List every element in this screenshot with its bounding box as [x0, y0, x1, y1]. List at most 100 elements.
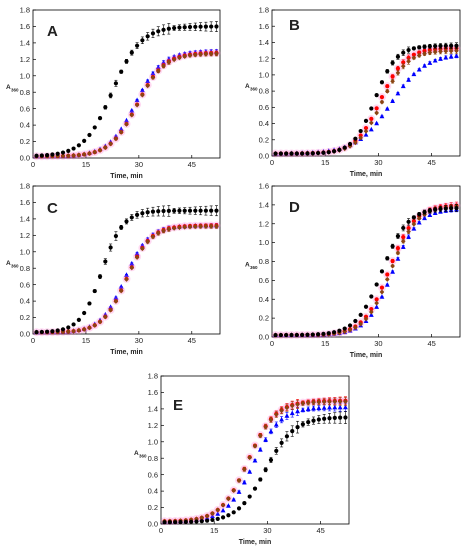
data-point [231, 497, 237, 502]
data-point [60, 150, 66, 155]
y-tick-label: 0.6 [148, 470, 158, 479]
plot-frame [271, 9, 461, 157]
y-tick-label: 1.6 [259, 182, 269, 191]
data-point [279, 440, 284, 446]
data-point [390, 78, 395, 84]
data-point [108, 307, 113, 313]
y-tick-label: 1.0 [20, 247, 30, 256]
data-point [161, 59, 166, 65]
data-point [166, 59, 172, 65]
data-point [311, 418, 316, 423]
data-point [268, 428, 274, 434]
data-point [214, 223, 219, 229]
y-tick-label: 0.8 [20, 264, 30, 273]
data-point [82, 138, 87, 143]
data-point [427, 208, 432, 213]
x-tick-label: 30 [263, 526, 271, 535]
data-point [400, 83, 406, 89]
data-point [182, 208, 187, 213]
data-point [129, 260, 135, 266]
y-tick-label: 1.2 [259, 219, 269, 228]
y-tick-label: 0.2 [20, 313, 30, 322]
data-point [145, 210, 150, 215]
y-tick-label: 1.6 [148, 388, 158, 397]
data-point [379, 99, 385, 105]
panel-letter: B [289, 17, 300, 34]
data-point [401, 235, 406, 240]
data-point [411, 215, 416, 220]
data-point [145, 239, 150, 245]
data-point [268, 457, 274, 463]
data-point [395, 54, 401, 59]
data-point [87, 132, 92, 138]
data-point [140, 92, 145, 98]
data-point [252, 457, 258, 463]
data-point [193, 208, 198, 213]
data-point [395, 66, 401, 71]
data-point [210, 510, 215, 516]
y-tick-label: 1.4 [20, 38, 30, 47]
data-point [343, 399, 348, 405]
data-point [416, 219, 422, 225]
data-point [311, 405, 316, 411]
data-point [171, 225, 177, 231]
data-point [321, 399, 327, 405]
data-point [327, 404, 332, 410]
data-point [129, 50, 134, 55]
data-point [316, 332, 321, 337]
data-point [263, 437, 269, 442]
data-point [103, 314, 108, 320]
data-point [119, 69, 124, 74]
data-point [300, 332, 305, 337]
data-point [284, 332, 289, 338]
data-point [124, 219, 129, 224]
y-tick-label: 0.2 [20, 137, 30, 146]
data-point [342, 145, 347, 150]
data-point [177, 208, 182, 213]
y-tick-label: 1.6 [20, 198, 30, 207]
y-axis-title-subscript: 360 [250, 265, 258, 270]
data-point [395, 246, 401, 251]
data-point [427, 44, 432, 49]
data-point [182, 53, 188, 59]
data-point [150, 75, 156, 81]
data-point [454, 205, 459, 211]
data-point [384, 88, 390, 94]
data-point [113, 298, 119, 304]
panel-letter: C [47, 200, 58, 217]
y-axis-title-subscript: 360 [139, 454, 147, 459]
data-point [55, 151, 60, 156]
data-point [385, 256, 390, 261]
y-tick-label: 0.8 [20, 88, 30, 97]
data-point [134, 212, 140, 217]
y-tick-label: 1.0 [148, 437, 158, 446]
data-point [395, 256, 401, 261]
x-tick-label: 30 [374, 339, 382, 348]
data-point [172, 25, 177, 31]
data-point [406, 58, 411, 64]
data-point [220, 507, 226, 513]
data-point [203, 24, 208, 29]
data-point [416, 52, 422, 58]
data-point [278, 151, 283, 156]
data-point [406, 234, 411, 239]
data-point [113, 136, 119, 142]
y-tick-label: 0.6 [259, 276, 269, 285]
x-tick-label: 0 [270, 158, 274, 167]
data-point [134, 97, 140, 103]
data-point [363, 316, 369, 322]
data-point [294, 151, 299, 156]
data-point [34, 330, 39, 335]
data-point [76, 143, 81, 148]
data-point [155, 64, 161, 70]
x-axis-title: Time, min [110, 173, 143, 180]
data-point [374, 120, 380, 126]
series-2 [271, 44, 461, 158]
data-point [369, 309, 374, 315]
data-point [363, 304, 369, 309]
data-point [97, 274, 103, 279]
data-point [295, 425, 300, 430]
data-point [337, 328, 342, 333]
data-point [433, 207, 438, 212]
y-axis-title: A [6, 260, 11, 267]
